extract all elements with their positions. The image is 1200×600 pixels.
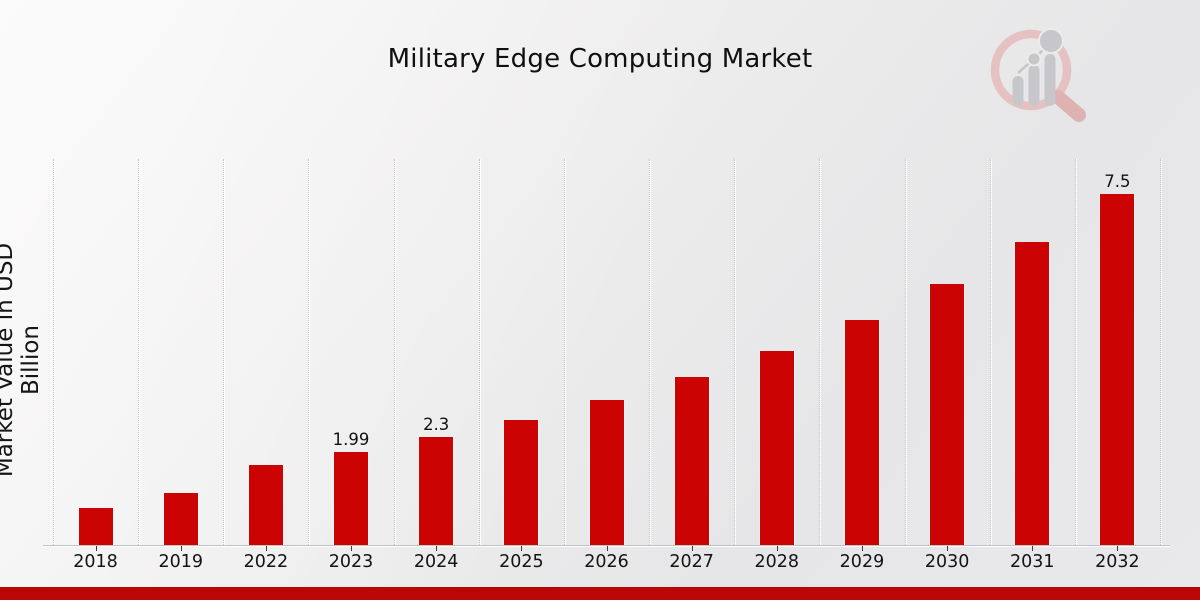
x-axis-tick [947,546,949,551]
x-tick-label-2032: 2032 [1095,552,1140,572]
bar-value-label-2023: 1.99 [332,429,370,449]
gridline [478,159,480,545]
x-tick-label-2025: 2025 [499,552,544,572]
bar-2025 [504,419,539,545]
gridline [1074,159,1076,545]
x-axis-tick [606,546,608,551]
x-axis-line [43,545,1170,546]
bar-value-label-2032: 7.5 [1104,171,1131,191]
x-axis-tick [436,546,438,551]
gridline [138,159,140,545]
gridline [53,159,54,545]
bar-2030 [930,283,965,545]
x-tick-label-2022: 2022 [243,552,289,572]
x-axis-tick [776,546,778,551]
x-tick-label-2024: 2024 [413,552,459,572]
bar-2018 [78,508,113,545]
y-axis-label: Market Value in USD Billion [0,242,44,478]
bar-2029 [844,319,879,545]
gridline [223,159,225,545]
x-axis-tick [95,546,97,551]
x-tick-label-2019: 2019 [158,552,203,572]
plot-area: 2018 2019 2022 2023 1.99 2024 2.3 2025 2026 2027 2… [43,159,1170,572]
gridline [734,159,736,545]
gridline [819,159,821,545]
x-tick-label-2026: 2026 [584,552,629,572]
bar-2031 [1015,241,1050,545]
gridline [563,159,565,545]
gridline [989,159,991,545]
bar-2019 [163,493,198,545]
x-tick-label-2030: 2030 [924,552,970,572]
x-tick-label-2028: 2028 [754,552,800,572]
x-tick-label-2029: 2029 [839,552,885,572]
gridline [308,159,310,545]
x-axis-tick [521,546,523,551]
bar-2022 [248,464,283,545]
gridline [649,159,651,545]
gridline [904,159,906,545]
x-axis-tick [180,546,182,551]
bar-2028 [759,350,794,545]
x-tick-label-2023: 2023 [328,552,374,572]
gridline [393,159,395,545]
bar-2026 [589,400,624,545]
x-axis-tick [1117,546,1119,551]
bar-value-label-2024: 2.3 [423,415,450,435]
chart-title: Military Edge Computing Market [387,44,813,74]
bar-2032 [1100,193,1135,545]
gridline [1160,159,1161,545]
x-axis-tick [351,546,353,551]
x-axis-tick [265,546,267,551]
footer-accent-bar [0,587,1200,600]
magnifier-bar-chart-logo-icon [983,20,1095,122]
x-axis-tick [861,546,863,551]
x-axis-tick [1032,546,1034,551]
x-tick-label-2018: 2018 [73,552,118,572]
bar-2023 [334,451,369,545]
x-tick-label-2027: 2027 [669,552,714,572]
x-tick-label-2031: 2031 [1009,552,1055,572]
x-axis-tick [691,546,693,551]
bar-2024 [419,437,454,545]
bar-2027 [674,377,709,545]
